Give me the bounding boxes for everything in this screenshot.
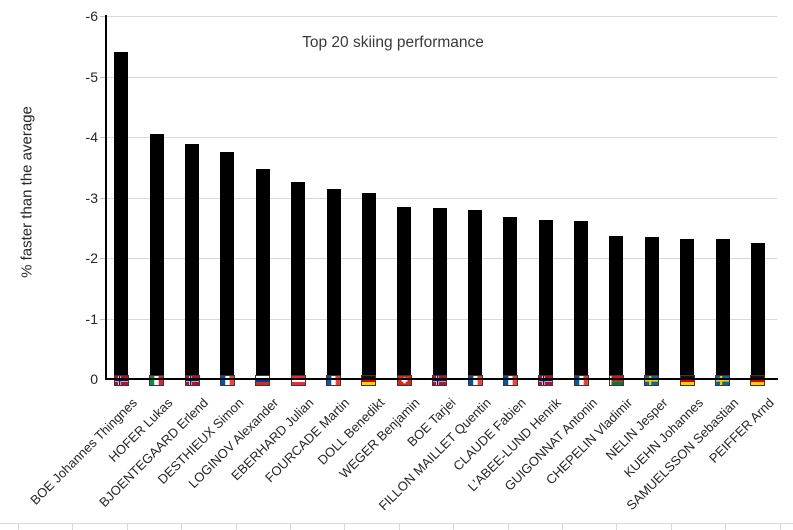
bar <box>149 133 164 379</box>
flag-icon-france <box>219 375 235 386</box>
gridline <box>106 197 777 199</box>
flag-icon-norway <box>113 375 129 386</box>
sheet-column-border <box>562 523 563 530</box>
sheet-column-border <box>453 523 455 530</box>
flag-icon-austria <box>290 375 306 386</box>
y-axis-line <box>105 15 107 380</box>
bar <box>255 169 270 379</box>
flag-icon-belarus <box>608 375 624 386</box>
sheet-column-border <box>398 523 400 530</box>
bar <box>503 217 518 379</box>
y-axis-tick <box>100 197 106 199</box>
bar <box>432 207 447 379</box>
flag-icon-sweden <box>644 375 660 386</box>
y-axis-tick <box>100 318 106 320</box>
y-tick-label: -3 <box>85 189 98 206</box>
x-axis-line <box>105 378 778 380</box>
bar <box>715 239 730 379</box>
bar <box>326 189 341 379</box>
y-axis-tick <box>100 258 106 259</box>
bar <box>609 235 624 379</box>
sheet-column-border <box>725 523 727 530</box>
flag-icon-germany <box>750 375 766 386</box>
sheet-column-border <box>18 523 19 530</box>
flag-icon-norway <box>184 375 200 386</box>
y-axis-tick <box>100 16 106 17</box>
flag-icon-france <box>467 375 483 386</box>
y-axis-title: % faster than the average <box>18 106 36 278</box>
sheet-column-border <box>72 523 74 530</box>
sheet-column-border <box>779 523 781 530</box>
bar <box>220 151 235 379</box>
bar <box>291 182 306 379</box>
y-tick-label: -6 <box>85 8 98 24</box>
y-tick-label: -2 <box>85 250 98 266</box>
flag-icon-germany <box>361 375 377 386</box>
flag-icon-france <box>573 375 589 386</box>
flag-icon-switzerland <box>396 375 412 386</box>
sheet-column-border <box>344 523 346 530</box>
y-axis-tick <box>100 76 106 78</box>
sheet-column-border <box>616 523 618 530</box>
sheet-column-border <box>507 523 509 530</box>
gridline <box>106 137 777 138</box>
bar <box>574 221 589 379</box>
y-tick-label: -1 <box>85 310 98 327</box>
flag-icon-germany <box>679 375 695 386</box>
bar <box>538 220 553 379</box>
bar <box>750 243 765 379</box>
sheet-column-border <box>290 523 291 530</box>
bar <box>114 52 129 379</box>
flag-icon-russia <box>255 375 271 386</box>
flag-icon-france <box>502 375 518 386</box>
y-axis-tick <box>100 137 106 138</box>
sheet-column-border <box>181 523 183 530</box>
y-tick-label: -5 <box>85 68 98 85</box>
chart-title: Top 20 skiing performance <box>302 34 484 51</box>
y-tick-label: -4 <box>85 129 98 145</box>
flag-icon-norway <box>538 375 554 386</box>
flag-icon-sweden <box>715 375 731 386</box>
flag-icon-france <box>326 375 342 386</box>
bar <box>680 238 695 379</box>
sheet-column-border <box>670 523 672 530</box>
gridline <box>106 76 777 78</box>
flag-icon-italy <box>149 375 165 386</box>
sheet-column-border <box>126 523 128 530</box>
y-tick-label: 0 <box>90 371 98 387</box>
sheet-row-border <box>0 523 793 524</box>
bar <box>397 206 412 379</box>
bar <box>468 209 482 379</box>
sheet-column-border <box>235 523 237 530</box>
bar <box>361 193 376 379</box>
gridline <box>106 16 777 17</box>
flag-icon-norway <box>432 375 448 386</box>
bar <box>644 236 659 379</box>
bar <box>185 144 200 379</box>
